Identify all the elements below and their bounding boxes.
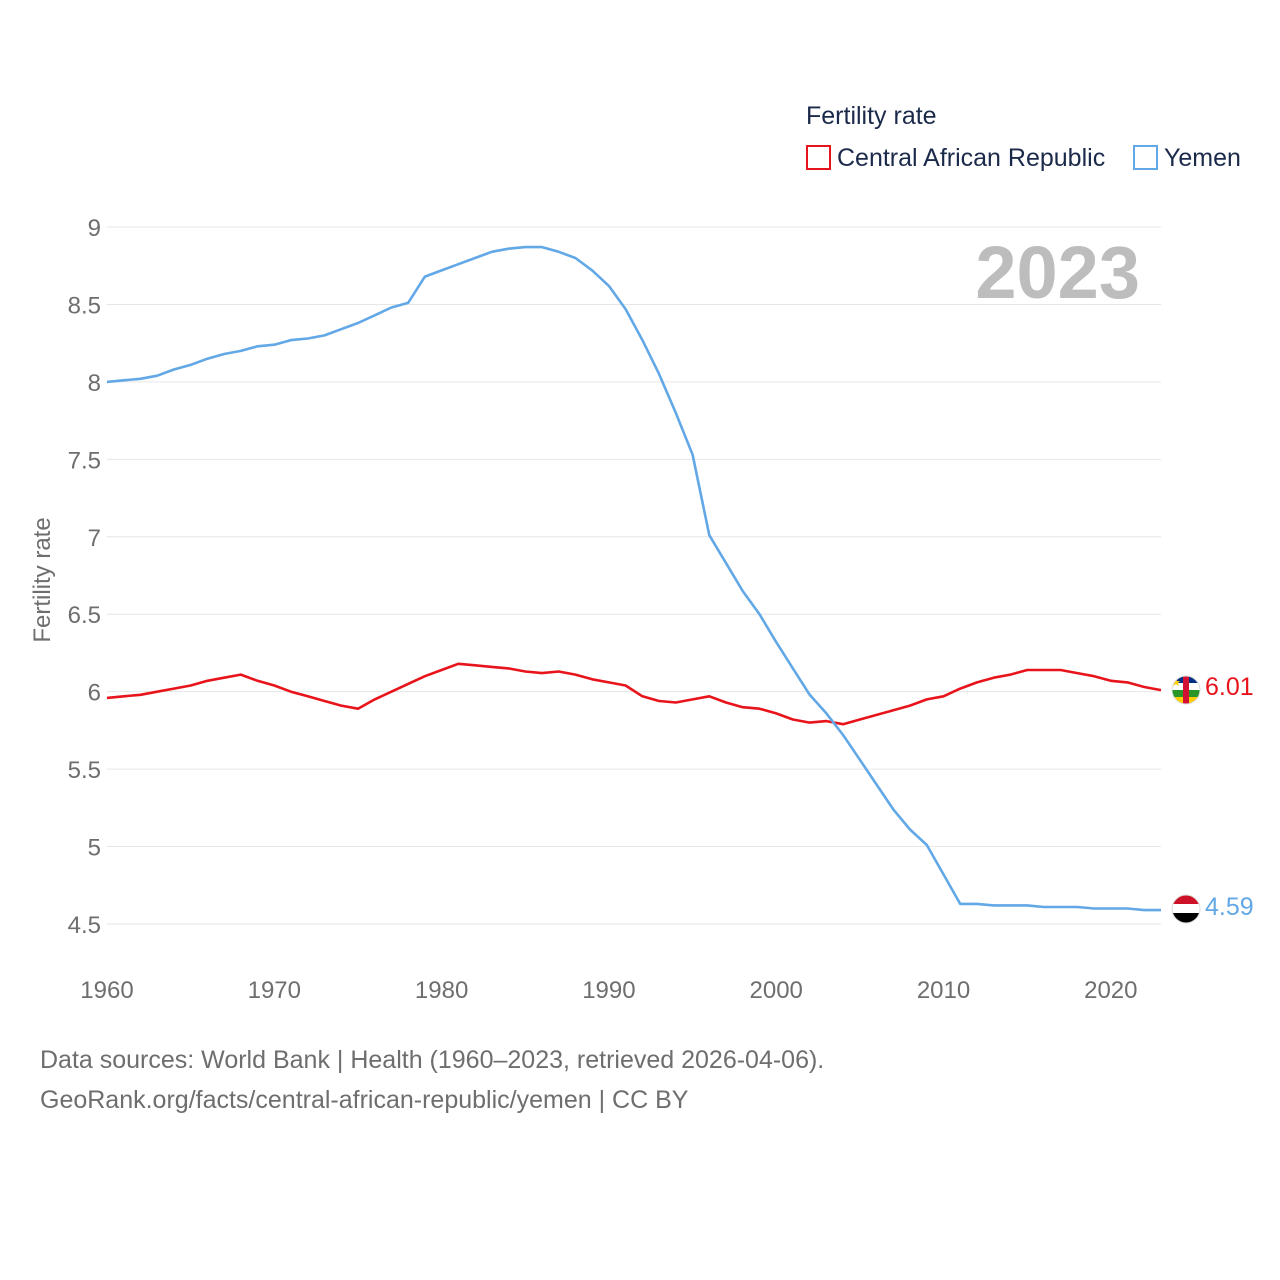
y-tick-label: 7 [88, 525, 101, 552]
x-tick-label: 1960 [80, 977, 133, 1004]
legend-swatch-yemen[interactable] [1133, 145, 1158, 170]
x-tick-label: 1970 [248, 977, 301, 1004]
grid [107, 226, 1161, 925]
central-african-republic-flag-icon [1172, 676, 1200, 704]
y-tick-label: 9 [88, 215, 101, 242]
x-tick-label: 1980 [415, 977, 468, 1004]
y-tick-label: 6 [88, 680, 101, 707]
y-axis-title: Fertility rate [29, 517, 56, 642]
source-link[interactable]: GeoRank.org/facts/central-african-republ… [40, 1086, 689, 1114]
y-tick-label: 5 [88, 835, 101, 862]
yemen-flag-icon [1172, 895, 1200, 923]
x-tick-label: 2010 [917, 977, 970, 1004]
series-lines [106, 245, 1162, 912]
y-tick-label: 8.5 [68, 292, 101, 319]
x-tick-label: 2000 [750, 977, 803, 1004]
data-source-note: Data sources: World Bank | Health (1960–… [40, 1046, 825, 1074]
y-tick-label: 5.5 [68, 757, 101, 784]
legend-swatch-car[interactable] [806, 145, 831, 170]
y-tick-label: 7.5 [68, 447, 101, 474]
y-tick-label: 6.5 [68, 602, 101, 629]
chart: Fertility rate Central African Republic … [29, 102, 1254, 1004]
legend: Fertility rate Central African Republic … [806, 102, 1241, 172]
legend-title: Fertility rate [806, 102, 937, 130]
y-tick-label: 8 [88, 370, 101, 397]
x-tick-label: 2020 [1084, 977, 1137, 1004]
y-axis-ticks: 4.5 5 5.5 6 6.5 7 7.5 8 8.5 9 [68, 215, 101, 939]
year-label: 2023 [975, 231, 1140, 314]
end-value-label-yemen: 4.59 [1205, 893, 1254, 921]
y-tick-label: 4.5 [68, 912, 101, 939]
legend-label-yemen[interactable]: Yemen [1164, 144, 1241, 172]
footer: Data sources: World Bank | Health (1960–… [40, 1040, 824, 1120]
end-value-label-car: 6.01 [1205, 673, 1254, 701]
series-line-yemen[interactable] [106, 245, 1161, 912]
x-tick-label: 1990 [582, 977, 635, 1004]
x-axis-ticks: 1960 1970 1980 1990 2000 2010 2020 [80, 977, 1137, 1004]
series-line-car[interactable] [106, 662, 1162, 726]
legend-label-car[interactable]: Central African Republic [837, 144, 1105, 172]
